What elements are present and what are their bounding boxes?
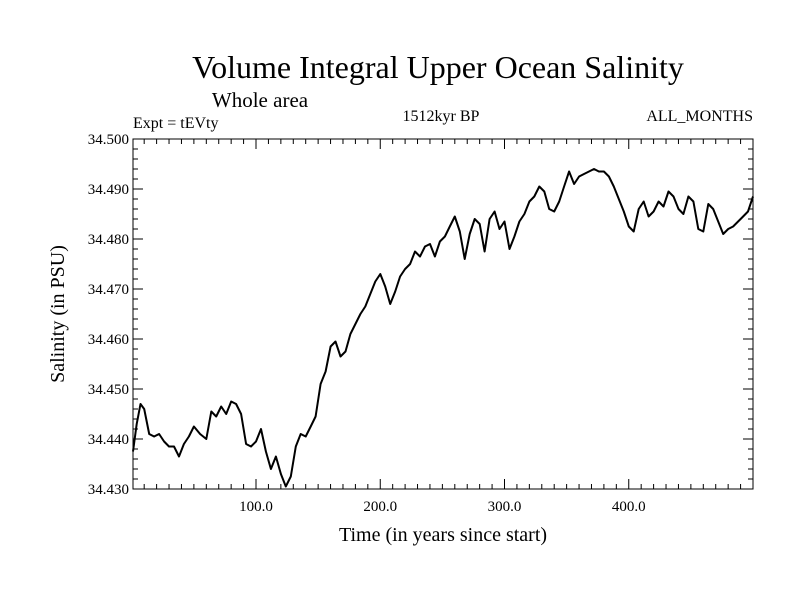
experiment-label: Expt = tEVty [133, 115, 218, 132]
x-tick-label: 300.0 [488, 499, 522, 515]
y-tick-label: 34.490 [88, 182, 129, 198]
y-tick-label: 34.480 [88, 232, 129, 248]
chart-subtitle: Whole area [212, 88, 309, 112]
months-label: ALL_MONTHS [646, 108, 753, 125]
x-axis-label: Time (in years since start) [339, 524, 547, 546]
x-axis-tick-labels: 100.0 200.0 300.0 400.0 [239, 499, 645, 515]
x-axis-ticks [143, 139, 742, 489]
y-axis-label: Salinity (in PSU) [47, 245, 69, 383]
plot-frame [132, 138, 754, 490]
period-label: 1512kyr BP [403, 108, 480, 125]
y-tick-label: 34.460 [88, 332, 129, 348]
salinity-series-line [132, 168, 754, 488]
chart-title: Volume Integral Upper Ocean Salinity [192, 49, 684, 85]
x-tick-label: 100.0 [239, 499, 273, 515]
x-tick-label: 200.0 [363, 499, 397, 515]
y-tick-label: 34.470 [88, 282, 129, 298]
x-tick-label: 400.0 [612, 499, 646, 515]
y-axis-ticks [133, 138, 753, 490]
y-tick-label: 34.450 [88, 382, 129, 398]
y-axis-tick-labels: 34.430 34.440 34.450 34.460 34.470 34.480 34.4… [88, 132, 129, 498]
y-tick-label: 34.440 [88, 432, 129, 448]
y-tick-label: 34.500 [88, 132, 129, 148]
y-tick-label: 34.430 [88, 482, 129, 498]
